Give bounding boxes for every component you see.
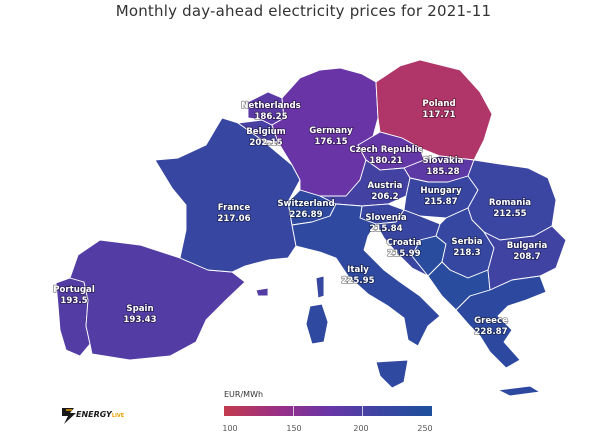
legend-title: EUR/MWh: [224, 390, 264, 399]
label-slovakia: Slovakia 185.28: [423, 156, 464, 177]
map-title: Monthly day-ahead electricity prices for…: [115, 2, 492, 20]
label-czech-name: Czech Republic: [349, 145, 422, 155]
label-france: France 217.06: [217, 203, 250, 224]
label-spain-name: Spain: [126, 304, 153, 314]
label-austria-name: Austria: [368, 181, 403, 191]
label-bulgaria-value: 208.7: [513, 252, 540, 262]
label-austria-value: 206.2: [371, 192, 398, 202]
label-czech: Czech Republic 180.21: [349, 145, 422, 166]
label-italy-value: 225.95: [341, 276, 374, 286]
label-spain-value: 193.43: [123, 315, 156, 325]
legend-tick-mark: [293, 406, 294, 416]
country-bulgaria[interactable]: [483, 225, 567, 291]
label-germany-name: Germany: [309, 126, 353, 136]
label-serbia-name: Serbia: [451, 237, 482, 247]
logo-word: ENERGY: [76, 410, 112, 419]
label-hungary: Hungary 215.87: [420, 186, 462, 207]
label-serbia-value: 218.3: [453, 248, 480, 258]
label-greece-name: Greece: [474, 316, 508, 326]
label-spain: Spain 193.43: [123, 304, 156, 325]
label-bulgaria-name: Bulgaria: [507, 241, 548, 251]
label-belgium-name: Belgium: [246, 127, 286, 137]
country-spain[interactable]: [69, 239, 246, 361]
label-belgium-value: 202.15: [249, 138, 282, 148]
label-croatia: Croatia 215.99: [386, 238, 421, 259]
country-greece[interactable]: [455, 275, 547, 369]
island-mallorca: [255, 287, 269, 297]
legend-tick-250: 250: [417, 424, 433, 433]
label-serbia: Serbia 218.3: [451, 237, 482, 258]
label-hungary-name: Hungary: [420, 186, 462, 196]
label-germany-value: 176.15: [314, 137, 347, 147]
island-crete: [497, 385, 541, 397]
label-hungary-value: 215.87: [424, 197, 457, 207]
label-portugal-name: Portugal: [53, 285, 95, 295]
label-italy: Italy 225.95: [341, 265, 374, 286]
island-sardinia: [305, 303, 329, 345]
label-croatia-value: 215.99: [387, 249, 420, 259]
label-greece: Greece 228.87: [474, 316, 508, 337]
legend-tick-100: 100: [222, 424, 238, 433]
label-portugal-value: 193.5: [60, 296, 87, 306]
label-netherlands: Netherlands 186.25: [241, 101, 300, 122]
label-netherlands-name: Netherlands: [241, 101, 300, 111]
label-romania-name: Romania: [489, 198, 531, 208]
label-switzerland-value: 226.89: [289, 210, 322, 220]
legend-tick-200: 200: [353, 424, 369, 433]
legend-color-bar: [224, 406, 432, 416]
label-france-name: France: [218, 203, 251, 213]
label-greece-value: 228.87: [474, 327, 507, 337]
label-portugal: Portugal 193.5: [53, 285, 95, 306]
label-slovenia-name: Slovenia: [365, 213, 407, 223]
label-italy-name: Italy: [347, 265, 369, 275]
country-italy[interactable]: [291, 203, 441, 347]
label-slovakia-value: 185.28: [426, 167, 459, 177]
legend-tick-150: 150: [286, 424, 302, 433]
label-switzerland-name: Switzerland: [277, 199, 334, 209]
label-slovenia-value: 215.84: [369, 224, 402, 234]
energylive-logo-icon: [62, 408, 76, 424]
label-france-value: 217.06: [217, 214, 250, 224]
label-bulgaria: Bulgaria 208.7: [507, 241, 548, 262]
logo-text: ENERGYLIVE: [76, 410, 124, 419]
logo-sub: LIVE: [111, 413, 125, 419]
label-austria: Austria 206.2: [368, 181, 403, 202]
label-netherlands-value: 186.25: [254, 112, 287, 122]
label-germany: Germany 176.15: [309, 126, 353, 147]
island-corsica: [315, 275, 325, 299]
legend-tick-mark: [362, 406, 363, 416]
label-switzerland: Switzerland 226.89: [277, 199, 334, 220]
label-poland-value: 117.71: [422, 110, 455, 120]
island-sicily: [375, 359, 409, 389]
label-poland: Poland 117.71: [422, 99, 455, 120]
label-romania: Romania 212.55: [489, 198, 531, 219]
label-poland-name: Poland: [422, 99, 455, 109]
label-croatia-name: Croatia: [386, 238, 421, 248]
label-czech-value: 180.21: [369, 156, 402, 166]
label-slovenia: Slovenia 215.84: [365, 213, 407, 234]
label-belgium: Belgium 202.15: [246, 127, 286, 148]
label-slovakia-name: Slovakia: [423, 156, 464, 166]
label-romania-value: 212.55: [493, 209, 526, 219]
